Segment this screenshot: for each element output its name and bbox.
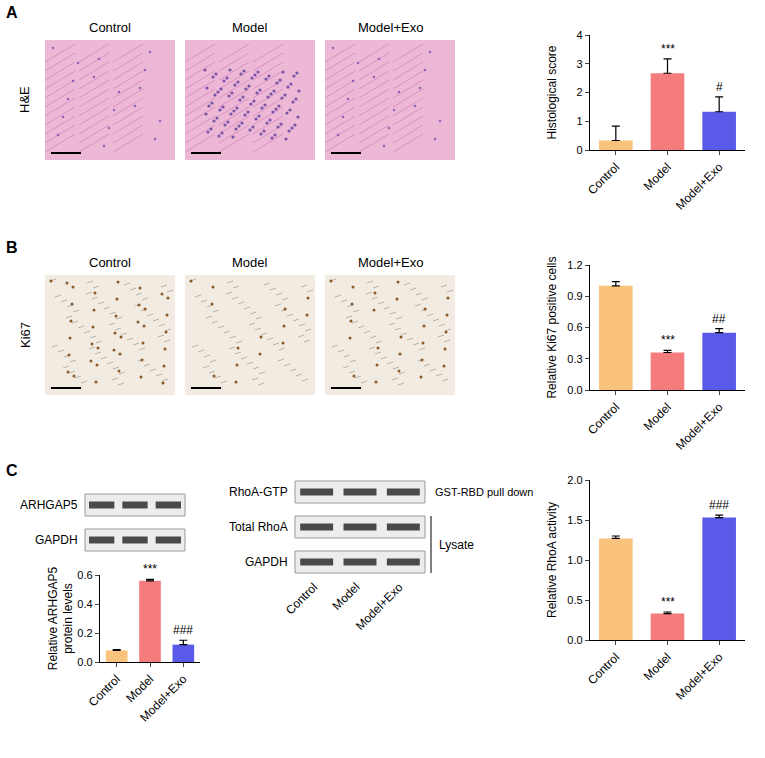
svg-text:0.0: 0.0	[567, 384, 582, 396]
svg-text:1.5: 1.5	[567, 514, 582, 526]
svg-text:B: B	[6, 239, 18, 256]
svg-text:GAPDH: GAPDH	[245, 555, 288, 569]
svg-text:1.2: 1.2	[567, 259, 582, 271]
svg-text:3: 3	[576, 58, 582, 70]
svg-text:Model: Model	[123, 672, 156, 705]
svg-text:Control: Control	[283, 580, 320, 617]
svg-text:##: ##	[712, 312, 726, 326]
svg-text:0.5: 0.5	[567, 594, 582, 606]
svg-text:***: ***	[661, 333, 675, 347]
svg-text:2.0: 2.0	[567, 474, 582, 486]
svg-text:0.0: 0.0	[77, 656, 92, 668]
svg-text:1.0: 1.0	[567, 554, 582, 566]
svg-text:Relative RhoA activity: Relative RhoA activity	[545, 502, 559, 618]
svg-text:GAPDH: GAPDH	[35, 533, 78, 547]
svg-text:Model+Exo: Model+Exo	[137, 672, 190, 725]
svg-text:***: ***	[661, 42, 675, 56]
svg-text:Control: Control	[86, 672, 123, 709]
svg-text:0: 0	[576, 144, 582, 156]
svg-text:Model: Model	[232, 20, 268, 35]
svg-text:0.6: 0.6	[77, 569, 92, 581]
svg-text:Model+Exo: Model+Exo	[673, 400, 726, 453]
svg-text:***: ***	[661, 595, 675, 609]
svg-text:Model+Exo: Model+Exo	[353, 580, 406, 633]
svg-text:Model+Exo: Model+Exo	[673, 160, 726, 213]
svg-text:Relative ARHGAP5protein levels: Relative ARHGAP5protein levels	[46, 566, 76, 670]
svg-text:Model+Exo: Model+Exo	[358, 20, 423, 35]
svg-text:Model: Model	[641, 400, 674, 433]
svg-text:Lysate: Lysate	[439, 538, 474, 552]
svg-text:0.3: 0.3	[567, 353, 582, 365]
svg-text:4: 4	[576, 29, 582, 41]
svg-text:Relative Ki67 positive cells: Relative Ki67 positive cells	[545, 256, 559, 398]
svg-text:0.9: 0.9	[567, 290, 582, 302]
svg-text:Control: Control	[585, 160, 622, 197]
svg-text:1: 1	[576, 115, 582, 127]
svg-text:2: 2	[576, 86, 582, 98]
svg-text:RhoA-GTP: RhoA-GTP	[229, 485, 288, 499]
svg-text:H&E: H&E	[17, 86, 32, 113]
svg-text:C: C	[6, 462, 18, 479]
svg-text:0.6: 0.6	[567, 321, 582, 333]
svg-text:Ki67: Ki67	[18, 322, 33, 348]
svg-text:Model: Model	[330, 580, 363, 613]
svg-text:Control: Control	[585, 650, 622, 687]
svg-text:Total RhoA: Total RhoA	[229, 520, 288, 534]
svg-text:Control: Control	[89, 255, 131, 270]
svg-text:ARHGAP5: ARHGAP5	[20, 498, 78, 512]
svg-text:Control: Control	[89, 20, 131, 35]
svg-text:Model: Model	[641, 160, 674, 193]
svg-text:GST-RBD pull down: GST-RBD pull down	[435, 486, 533, 498]
svg-text:***: ***	[143, 562, 157, 576]
svg-text:Model+Exo: Model+Exo	[673, 650, 726, 703]
svg-text:Model: Model	[232, 255, 268, 270]
svg-text:Control: Control	[585, 400, 622, 437]
svg-text:Histological score: Histological score	[545, 45, 559, 139]
svg-text:#: #	[716, 80, 723, 94]
svg-text:###: ###	[709, 498, 729, 512]
svg-text:0.0: 0.0	[567, 634, 582, 646]
svg-text:###: ###	[173, 623, 193, 637]
svg-text:0.2: 0.2	[77, 627, 92, 639]
svg-text:A: A	[6, 4, 18, 21]
svg-text:Model+Exo: Model+Exo	[358, 255, 423, 270]
svg-text:0.4: 0.4	[77, 598, 92, 610]
svg-text:Model: Model	[641, 650, 674, 683]
